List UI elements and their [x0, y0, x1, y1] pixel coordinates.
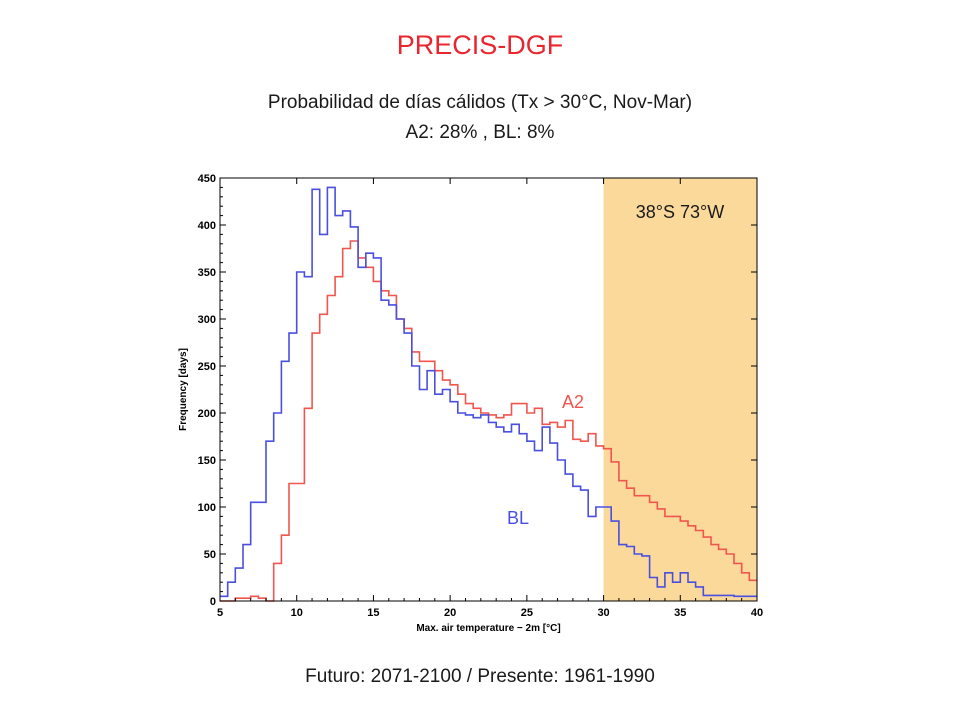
x-tick-label: 20	[444, 607, 456, 619]
y-tick-label: 0	[210, 596, 216, 608]
x-tick-label: 25	[521, 607, 533, 619]
x-tick-label: 35	[674, 607, 686, 619]
subtitle-line-2: A2: 28% , BL: 8%	[405, 122, 555, 143]
series-a2-label: A2	[562, 392, 584, 412]
y-tick-label: 350	[198, 267, 216, 279]
y-tick-label: 450	[198, 173, 216, 185]
y-tick-label: 250	[198, 361, 216, 373]
x-tick-label: 5	[217, 607, 223, 619]
x-tick-label: 30	[597, 607, 609, 619]
shaded-region	[603, 178, 757, 601]
x-tick-label: 40	[751, 607, 763, 619]
y-tick-label: 200	[198, 408, 216, 420]
y-tick-label: 150	[198, 455, 216, 467]
series-bl-line	[220, 186, 757, 598]
page-title: PRECIS-DGF	[396, 30, 564, 60]
y-axis-title: Frequency [days]	[178, 348, 189, 431]
footer-caption: Futuro: 2071-2100 / Presente: 1961-1990	[305, 666, 655, 687]
y-tick-label: 100	[198, 502, 216, 514]
y-tick-label: 50	[204, 549, 216, 561]
plot-frame	[219, 177, 758, 602]
y-tick-label: 400	[198, 220, 216, 232]
x-tick-label: 15	[367, 607, 379, 619]
x-axis-title: Max. air temperature − 2m [°C]	[416, 623, 560, 634]
x-tick-label: 10	[291, 607, 303, 619]
series-bl-label: BL	[507, 508, 529, 528]
y-tick-label: 300	[198, 314, 216, 326]
subtitle-line-1: Probabilidad de días cálidos (Tx > 30°C,…	[267, 92, 693, 113]
page-subtitle: Probabilidad de días cálidos (Tx > 30°C,…	[0, 88, 960, 148]
location-label: 38°S 73°W	[636, 202, 724, 222]
